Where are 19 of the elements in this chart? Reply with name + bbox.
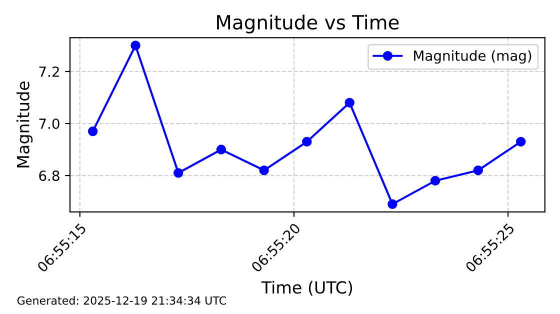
y-axis-title: Magnitude [16,82,33,168]
point [430,176,440,186]
point [173,168,184,178]
legend-label: Magnitude (mag) [414,50,532,64]
point [388,199,398,210]
text: Generated: 2025-12-19 21:34:34 UTC [17,296,226,305]
x-axis-title: Time (UTC) [261,280,352,296]
point [473,165,483,176]
chart-title: Magnitude vs Time [217,14,399,34]
point [216,144,226,154]
y-tick-label: 7.0 [39,118,60,129]
point [259,165,269,176]
point [88,126,98,136]
point [302,136,312,147]
point [130,40,140,50]
point [344,98,354,108]
y-tick-label: 7.2 [39,66,59,77]
point [516,136,526,147]
y-tick-label: 6.8 [39,170,60,182]
